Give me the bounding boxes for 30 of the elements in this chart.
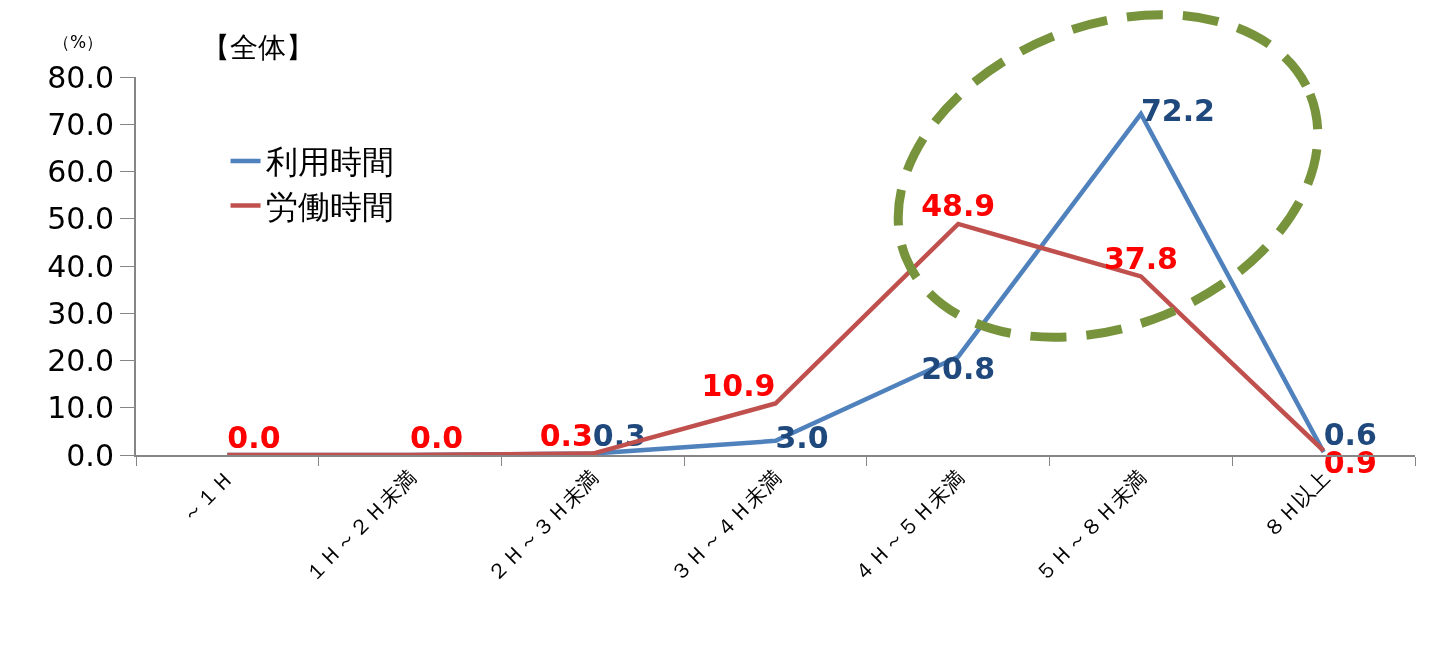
data-label: 48.9 xyxy=(921,188,996,224)
y-tick-label: 40.0 xyxy=(47,248,114,284)
data-label: 0.0 xyxy=(227,419,281,455)
y-tick-label: 30.0 xyxy=(47,295,114,331)
data-label: 0.6 xyxy=(1323,416,1377,452)
x-tick-label: ５Ｈ～８Ｈ未満 xyxy=(1030,465,1152,587)
y-tick-label: 0.0 xyxy=(66,437,114,473)
y-tick-label: 70.0 xyxy=(47,106,114,142)
data-label: 0.3 xyxy=(539,418,593,454)
data-label: 0.0 xyxy=(410,419,464,455)
chart-title: 【全体】 xyxy=(202,31,314,64)
text: （%） xyxy=(53,32,104,52)
data-label: 20.8 xyxy=(921,351,996,387)
y-tick-label: 50.0 xyxy=(47,201,114,237)
legend-label: 労働時間 xyxy=(265,188,394,227)
x-tick-label: ３Ｈ～４Ｈ未満 xyxy=(665,465,787,587)
y-tick-label: 10.0 xyxy=(47,390,114,426)
x-tick-label: ４Ｈ～５Ｈ未満 xyxy=(848,465,970,587)
data-label: 72.2 xyxy=(1140,93,1215,129)
data-label: 10.9 xyxy=(701,368,776,403)
x-tick-label: １Ｈ～２Ｈ未満 xyxy=(300,465,422,587)
x-tick-label: ～１Ｈ xyxy=(176,465,239,528)
data-label: 3.0 xyxy=(775,420,829,456)
y-tick-label: 80.0 xyxy=(47,59,114,95)
x-tick-label: ２Ｈ～３Ｈ未満 xyxy=(482,465,604,587)
line-series xyxy=(225,221,1326,455)
legend-label: 利用時間 xyxy=(265,143,394,182)
y-tick-label: 20.0 xyxy=(47,343,114,378)
data-label: 37.8 xyxy=(1103,240,1178,276)
y-tick-label: 60.0 xyxy=(47,154,114,189)
